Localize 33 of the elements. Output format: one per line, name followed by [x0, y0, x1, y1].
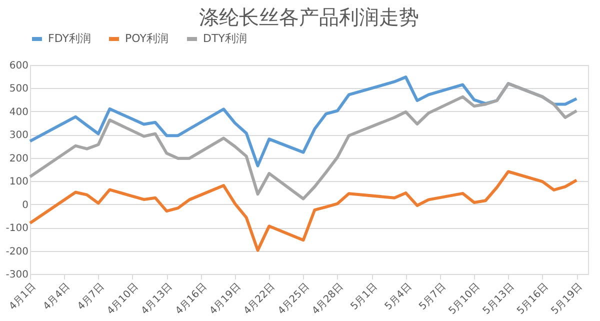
y-tick-label: -100 — [6, 223, 28, 234]
y-tick-label: 200 — [9, 153, 28, 164]
y-tick-label: -200 — [6, 246, 28, 258]
y-tick-label: 400 — [9, 106, 28, 118]
y-tick-label: 600 — [9, 60, 28, 72]
x-tick-label: 5月10日 — [446, 282, 482, 317]
legend-label: DTY利润 — [203, 32, 247, 45]
y-tick-label: 500 — [9, 84, 28, 95]
x-tick-label: 4月7日 — [76, 282, 107, 312]
legend-label: POY利润 — [125, 32, 168, 45]
x-tick-label: 4月13日 — [140, 282, 175, 317]
x-tick-label: 5月1日 — [348, 282, 380, 312]
legend-label: FDY利润 — [48, 32, 91, 45]
x-tick-label: 5月7日 — [417, 282, 448, 312]
x-tick-label: 5月13日 — [481, 282, 517, 317]
x-tick-label: 4月22日 — [242, 282, 278, 317]
y-tick-label: 0 — [22, 200, 28, 211]
y-tick-label: 100 — [9, 176, 28, 188]
x-tick-label: 4月19日 — [208, 282, 244, 317]
x-tick-label: 4月4日 — [42, 282, 72, 312]
line-series — [28, 82, 578, 200]
x-tick-label: 4月10日 — [105, 282, 141, 317]
x-tick-label: 4月25日 — [276, 282, 312, 317]
x-tick-label: 5月16日 — [515, 282, 551, 317]
y-tick-label: 300 — [9, 130, 28, 142]
chart-title: 涤纶长丝各产品利润走势 — [199, 5, 419, 29]
y-tick-label: -300 — [6, 270, 28, 280]
x-tick-label: 4月28日 — [310, 282, 346, 317]
line-series — [28, 170, 578, 252]
x-tick-label: 5月4日 — [383, 282, 414, 312]
x-tick-label: 5月19日 — [549, 282, 585, 317]
x-tick-label: 4月1日 — [7, 282, 38, 312]
x-tick-label: 4月16日 — [174, 282, 210, 317]
